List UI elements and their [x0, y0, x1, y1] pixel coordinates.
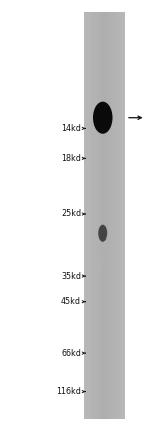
Text: 14kd: 14kd: [61, 124, 81, 133]
Ellipse shape: [93, 102, 112, 134]
Text: 18kd: 18kd: [61, 154, 81, 163]
Text: 66kd: 66kd: [61, 348, 81, 358]
Ellipse shape: [98, 225, 107, 242]
Text: 35kd: 35kd: [61, 271, 81, 281]
Bar: [84, 13, 124, 419]
Text: 25kd: 25kd: [61, 209, 81, 219]
Text: 45kd: 45kd: [61, 297, 81, 306]
Text: www.ptglab.com: www.ptglab.com: [96, 224, 113, 273]
Text: 116kd: 116kd: [56, 387, 81, 396]
